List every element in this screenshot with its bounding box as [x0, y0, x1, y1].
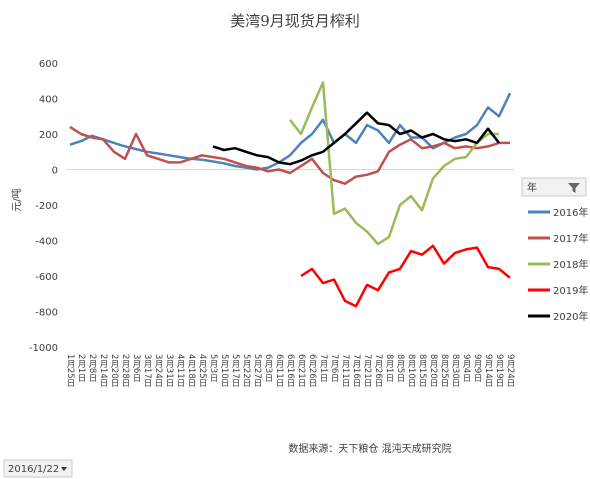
- x-tick-label: 6月3日: [263, 354, 273, 383]
- legend-label: 2017年: [553, 232, 588, 245]
- x-tick-label: 4月25日: [197, 354, 207, 388]
- x-tick-label: 2月8日: [87, 354, 97, 383]
- x-tick-label: 2月14日: [98, 354, 108, 388]
- x-tick-label: 8月30日: [450, 354, 460, 388]
- x-tick-label: 9月9日: [472, 354, 482, 383]
- y-axis-label: 元/吨: [10, 188, 23, 211]
- y-tick-label: -200: [35, 201, 58, 212]
- x-tick-label: 5月3日: [208, 354, 218, 383]
- x-tick-label: 5月22日: [241, 354, 251, 388]
- x-tick-label: 7月6日: [329, 354, 339, 383]
- y-tick-label: 200: [39, 130, 58, 141]
- legend-title: 年: [527, 181, 537, 194]
- x-tick-label: 3月6日: [131, 354, 141, 383]
- x-tick-label: 5月27日: [252, 354, 262, 388]
- y-tick-label: -400: [35, 237, 58, 248]
- x-tick-label: 8月20日: [428, 354, 438, 388]
- legend-label: 2020年: [553, 310, 588, 323]
- x-tick-label: 9月19日: [494, 354, 504, 388]
- y-tick-label: 0: [52, 166, 58, 177]
- y-tick-label: 600: [39, 59, 58, 70]
- x-tick-label: 8月15日: [417, 354, 427, 388]
- y-tick-label: -800: [35, 308, 58, 319]
- legend-label: 2019年: [553, 284, 588, 297]
- x-tick-label: 8月10日: [406, 354, 416, 388]
- y-tick-label: 400: [39, 95, 58, 106]
- x-tick-label: 5月17日: [230, 354, 240, 388]
- x-tick-label: 6月21日: [296, 354, 306, 388]
- x-tick-label: 3月24日: [153, 354, 163, 388]
- legend-header[interactable]: [521, 177, 587, 197]
- x-tick-label: 4月18日: [186, 354, 196, 388]
- x-tick-label: 2月20日: [109, 354, 119, 388]
- dropdown-arrow[interactable]: [61, 467, 67, 471]
- x-tick-label: 9月24日: [505, 354, 515, 388]
- legend-label: 2018年: [553, 258, 588, 271]
- legend-label: 2016年: [553, 206, 588, 219]
- chart-title: 美湾9月现货月榨利: [230, 12, 360, 30]
- x-tick-label: 2月1日: [76, 354, 86, 383]
- x-tick-label: 8月5日: [395, 354, 405, 383]
- y-tick-label: -600: [35, 272, 58, 283]
- series-line: [69, 92, 512, 171]
- date-filter[interactable]: [3, 459, 73, 478]
- x-tick-label: 7月21日: [362, 354, 372, 388]
- x-tick-label: 3月17日: [142, 354, 152, 388]
- x-tick-label: 8月1日: [384, 354, 394, 383]
- x-tick-label: 7月11日: [340, 354, 350, 388]
- x-tick-label: 9月4日: [461, 354, 471, 383]
- source-note: 数据来源：天下粮仓 混沌天成研究院: [288, 442, 451, 455]
- x-tick-label: 8月25日: [439, 354, 449, 388]
- x-tick-label: 4月11日: [175, 354, 185, 388]
- x-tick-label: 3月31日: [164, 354, 174, 388]
- y-tick-label: -1000: [29, 343, 58, 354]
- x-tick-label: 7月26日: [373, 354, 383, 388]
- x-tick-label: 2月28日: [120, 354, 130, 388]
- x-tick-label: 7月16日: [351, 354, 361, 388]
- x-tick-label: 9月14日: [483, 354, 493, 388]
- filter-icon[interactable]: [568, 183, 580, 193]
- date-filter-text: 2016/1/22: [8, 464, 59, 475]
- x-tick-label: 6月11日: [274, 354, 284, 388]
- series-line: [212, 111, 500, 166]
- x-tick-label: 1月25日: [65, 354, 75, 388]
- x-tick-label: 6月16日: [285, 354, 295, 388]
- series-line: [69, 125, 510, 185]
- x-tick-label: 7月1日: [318, 354, 328, 383]
- x-tick-label: 6月26日: [307, 354, 317, 388]
- series-line: [300, 244, 511, 308]
- x-tick-label: 5月10日: [219, 354, 229, 388]
- series-line: [289, 81, 499, 246]
